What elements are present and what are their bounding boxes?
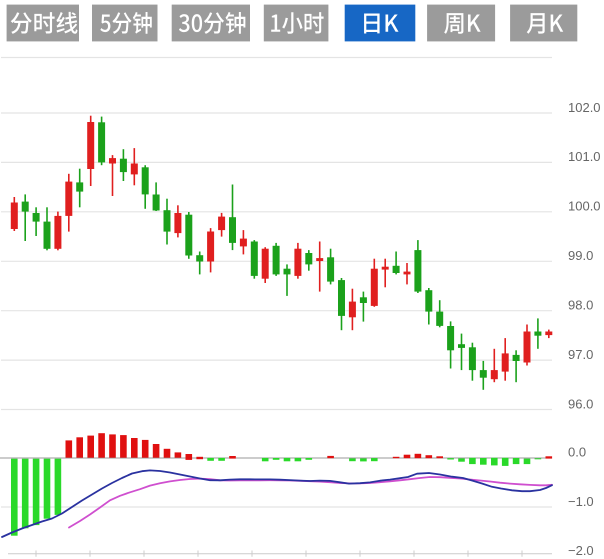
- svg-text:98.0: 98.0: [568, 298, 593, 313]
- svg-text:96.0: 96.0: [568, 396, 593, 411]
- svg-text:99.0: 99.0: [568, 248, 593, 263]
- svg-text:102.0: 102.0: [568, 100, 601, 115]
- svg-text:0.0: 0.0: [568, 445, 586, 460]
- svg-text:97.0: 97.0: [568, 347, 593, 362]
- svg-text:−2.0: −2.0: [568, 543, 594, 558]
- svg-text:−1.0: −1.0: [568, 494, 594, 509]
- svg-text:100.0: 100.0: [568, 199, 601, 214]
- svg-text:101.0: 101.0: [568, 149, 601, 164]
